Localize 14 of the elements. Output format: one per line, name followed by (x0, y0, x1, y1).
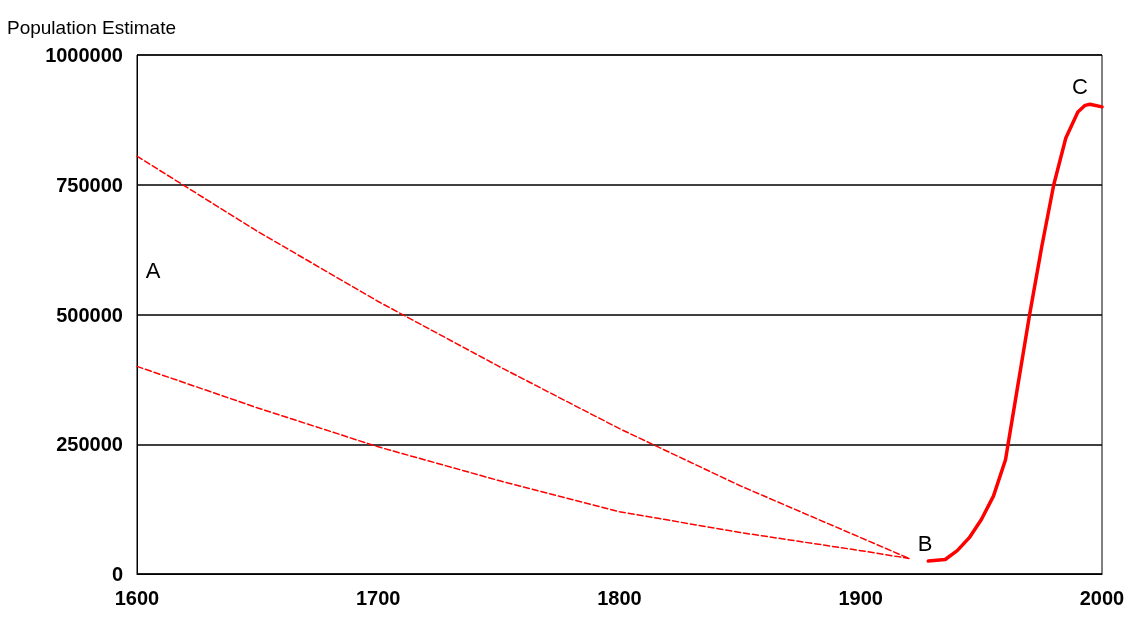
annotation: B (917, 530, 933, 556)
y-axis-title: Population Estimate (7, 17, 176, 38)
x-tick-label: 2000 (1079, 587, 1125, 609)
x-tick-label: 1800 (597, 587, 642, 609)
annotation: C (1072, 73, 1089, 99)
x-tick-label: 1600 (114, 587, 160, 609)
annotation: A (145, 257, 161, 283)
y-tick-label: 1000000 (45, 44, 123, 66)
x-tick-label: 1700 (356, 587, 401, 609)
y-tick-label: 500000 (56, 303, 123, 326)
y-tick-label: 0 (111, 563, 123, 585)
x-tick-label: 1900 (838, 587, 883, 609)
y-tick-label: 750000 (56, 173, 123, 196)
y-tick-label: 250000 (56, 433, 123, 456)
